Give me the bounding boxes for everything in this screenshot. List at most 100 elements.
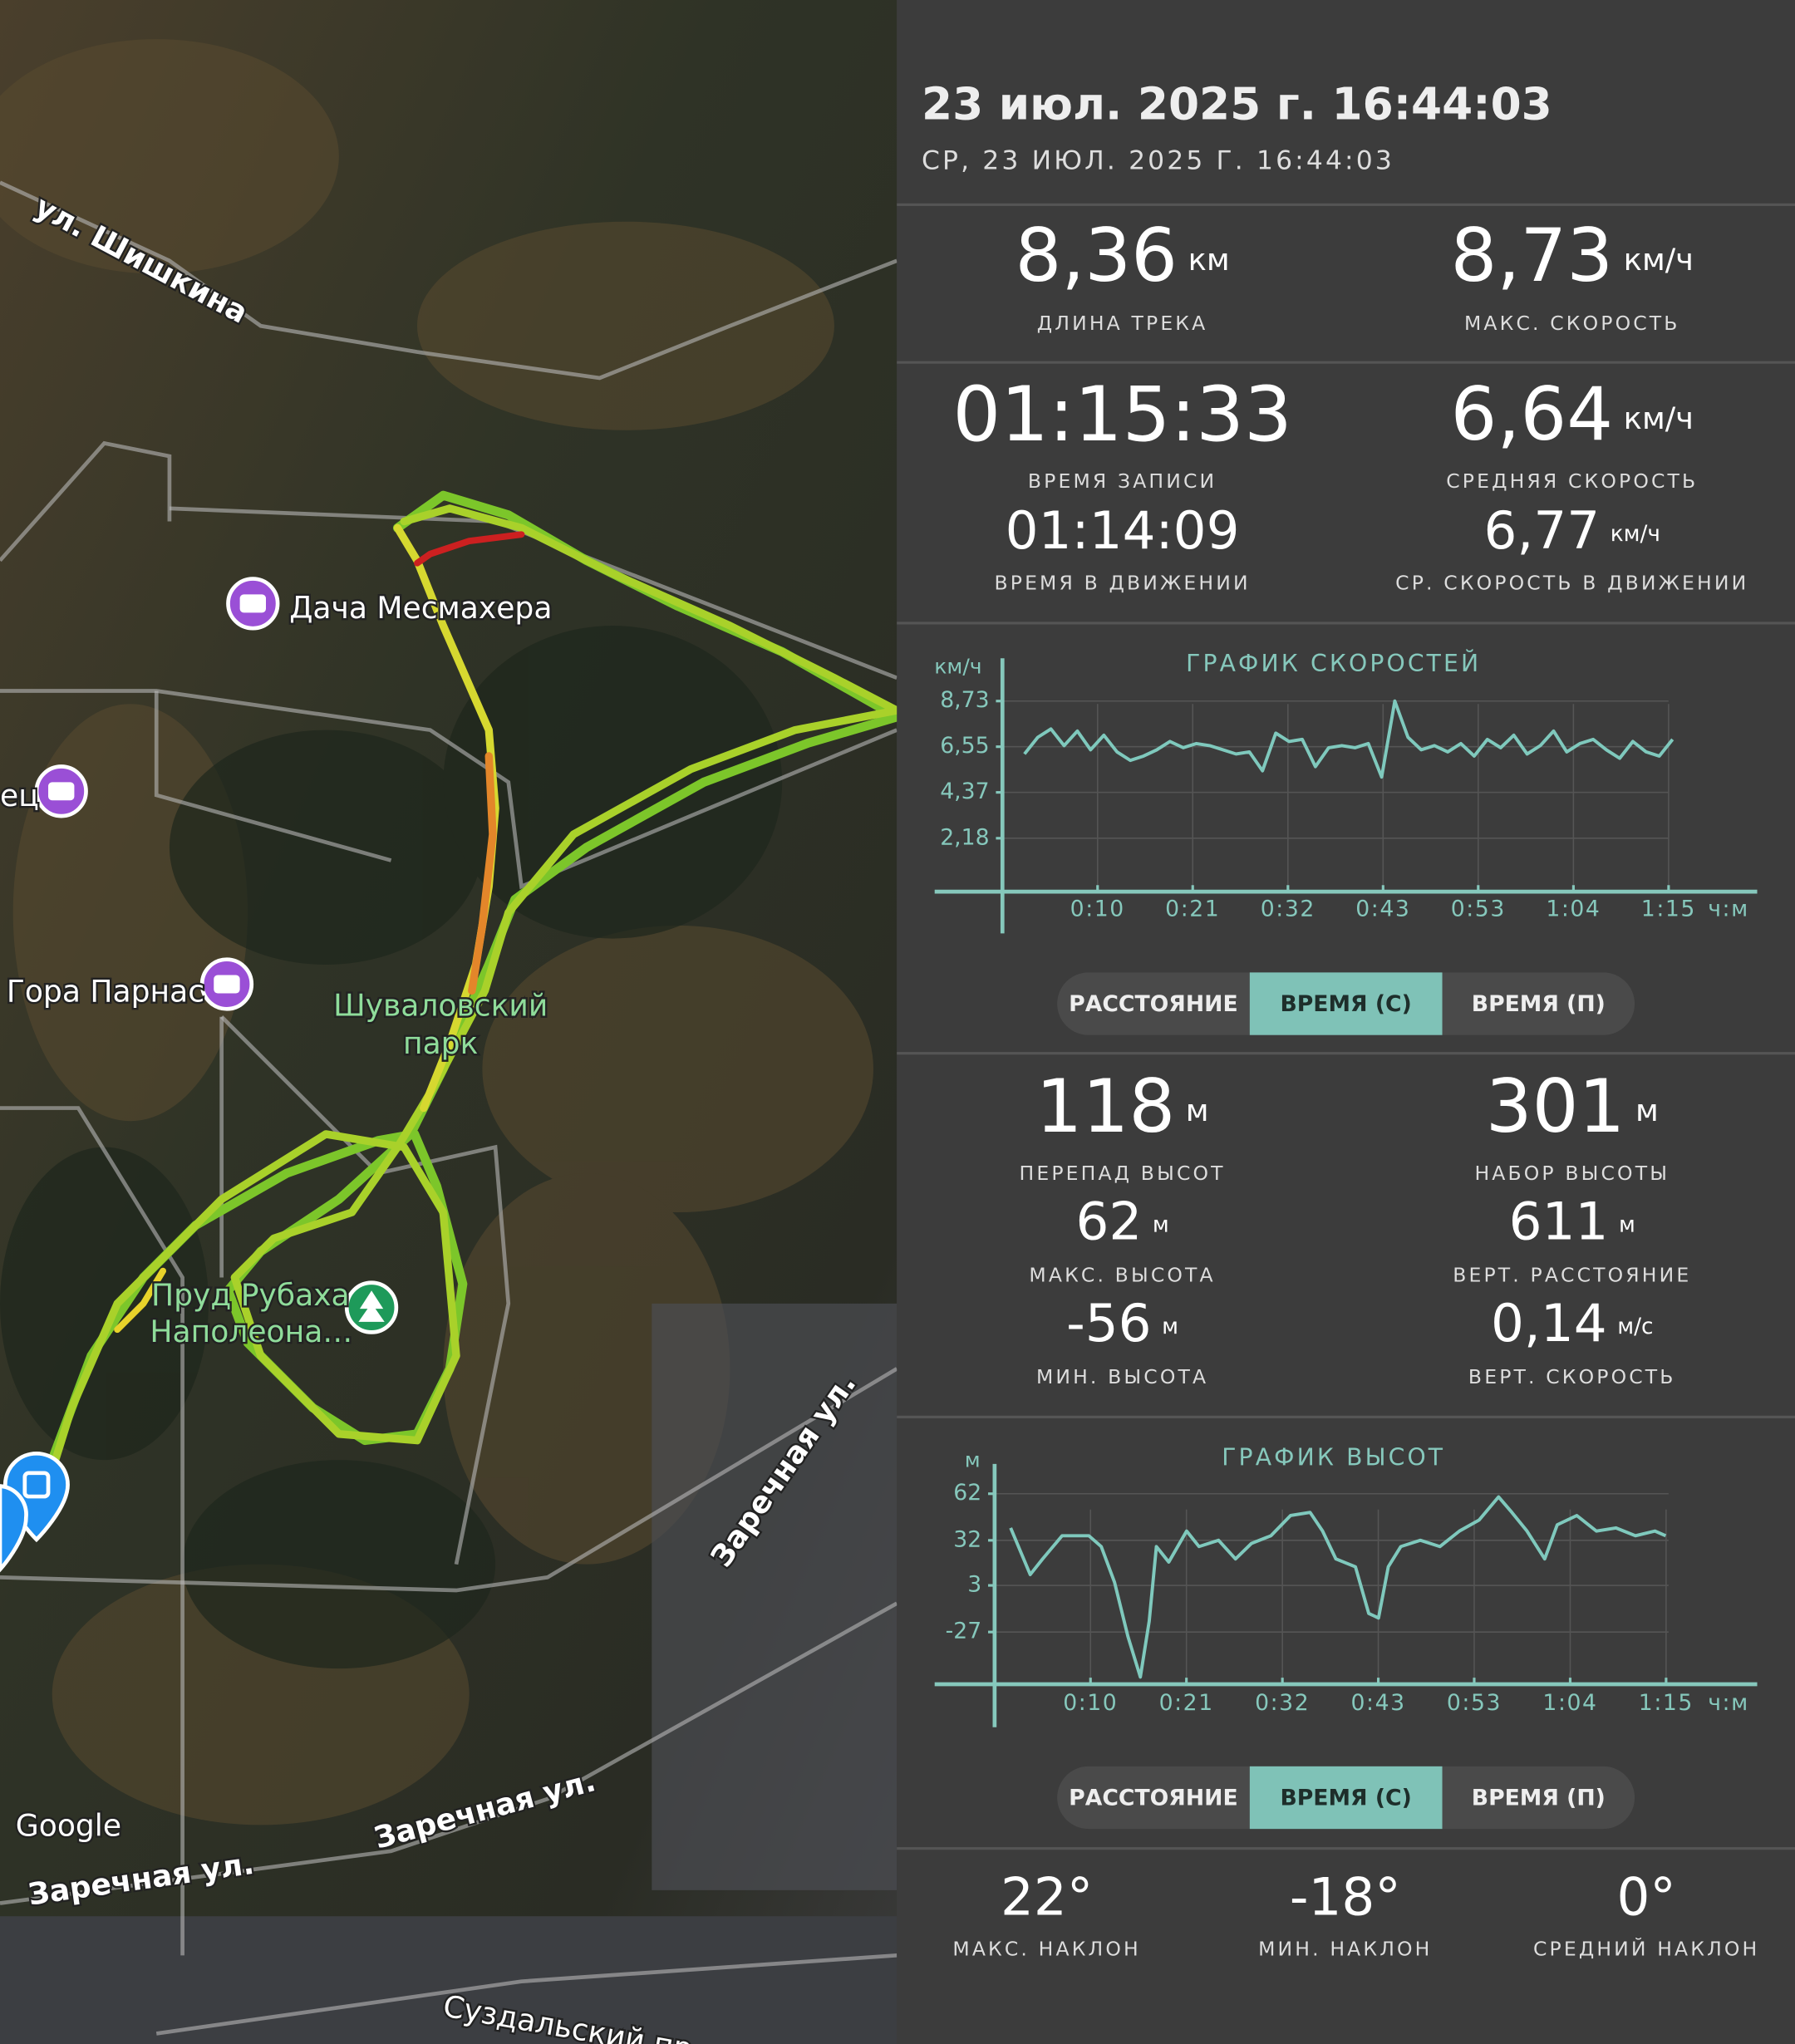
- camera-icon: [48, 782, 75, 801]
- toggle-button[interactable]: ВРЕМЯ (С): [1280, 991, 1411, 1017]
- stat-unit: км: [1188, 241, 1230, 277]
- stat-number: -18°: [1290, 1866, 1401, 1927]
- stat-number: 0,14: [1491, 1293, 1607, 1354]
- y-axis-label: м: [965, 1448, 981, 1472]
- map-label: Шуваловский: [333, 989, 548, 1024]
- stat-number: 8,73: [1451, 213, 1614, 298]
- stat-unit: м: [1186, 1093, 1209, 1128]
- stat-value: 8,73 км/ч: [1451, 213, 1694, 298]
- stat-unit: м: [1162, 1314, 1178, 1339]
- stat-label: НАБОР ВЫСОТЫ: [1474, 1162, 1670, 1185]
- y-tick-label: -27: [946, 1619, 982, 1644]
- stat-number: 0°: [1617, 1866, 1676, 1927]
- x-tick-label: 1:04: [1546, 897, 1601, 922]
- stat-label: МАКС. СКОРОСТЬ: [1464, 312, 1680, 335]
- toggle-button[interactable]: ВРЕМЯ (П): [1472, 991, 1606, 1017]
- y-tick-label: 8,73: [940, 687, 989, 713]
- stat-value: 0,14 м/с: [1491, 1293, 1653, 1354]
- stat-number: 6,64: [1451, 371, 1614, 457]
- stat-label: СРЕДНЯЯ СКОРОСТЬ: [1446, 469, 1698, 493]
- x-tick-label: 0:10: [1063, 1690, 1118, 1716]
- urban-area: [652, 1303, 898, 1890]
- toggle-button[interactable]: РАССТОЯНИЕ: [1069, 1786, 1237, 1811]
- stat-unit: км/ч: [1624, 400, 1694, 436]
- poi-pins[interactable]: [34, 577, 399, 1334]
- stat-value: 611 м: [1509, 1192, 1635, 1252]
- map-label: ец: [0, 779, 39, 813]
- map-label: Гора Парнас: [7, 974, 204, 1009]
- y-tick-label: 2,18: [940, 824, 989, 850]
- stat-value: 22°: [1001, 1866, 1093, 1927]
- start-marker[interactable]: [0, 1484, 28, 1573]
- chart-title: ГРАФИК ВЫСОТ: [1222, 1444, 1445, 1472]
- stat-unit: м: [1635, 1093, 1659, 1128]
- stat-value: -56 м: [1066, 1293, 1178, 1354]
- track-markers[interactable]: [0, 1451, 70, 1573]
- track: [21, 490, 902, 1531]
- y-tick-label: 32: [953, 1526, 981, 1552]
- stat-value: 0°: [1617, 1866, 1676, 1927]
- stat-label: ВЕРТ. СКОРОСТЬ: [1468, 1365, 1676, 1388]
- y-axis-label: км/ч: [934, 654, 981, 678]
- stat-value: -18°: [1290, 1866, 1401, 1927]
- stat-unit: м/с: [1617, 1314, 1653, 1339]
- x-tick-label: 0:21: [1165, 897, 1220, 922]
- x-axis-label: ч:м: [1708, 1690, 1749, 1716]
- x-tick-label: 0:43: [1351, 1690, 1406, 1716]
- data-line: [1023, 699, 1675, 779]
- toggle-button[interactable]: ВРЕМЯ (С): [1280, 1786, 1411, 1811]
- x-tick-label: 0:53: [1451, 897, 1506, 922]
- stat-number: 301: [1486, 1064, 1625, 1149]
- stat-value: 01:15:33: [952, 371, 1292, 459]
- x-tick-label: 1:04: [1542, 1690, 1597, 1716]
- stat-label: ДЛИНА ТРЕКА: [1037, 312, 1208, 335]
- roads: [0, 180, 898, 2036]
- y-tick-label: 6,55: [940, 733, 989, 759]
- map-label: Дача Месмахера: [289, 591, 552, 626]
- stat-label: ВРЕМЯ ЗАПИСИ: [1028, 469, 1217, 493]
- end-icon: [22, 1471, 51, 1499]
- stat-label: МИН. НАКЛОН: [1258, 1938, 1432, 1961]
- x-tick-label: 0:32: [1255, 1690, 1310, 1716]
- stat-label: СР. СКОРОСТЬ В ДВИЖЕНИИ: [1395, 571, 1748, 594]
- tree-icon: [358, 1290, 385, 1322]
- attribution: Google: [16, 1809, 121, 1844]
- stat-unit: м: [1619, 1212, 1635, 1237]
- rail-area: [0, 1916, 898, 2044]
- subtitle: СР, 23 ИЮЛ. 2025 Г. 16:44:03: [922, 146, 1394, 176]
- stat-value: 8,36 км: [1015, 213, 1229, 298]
- stat-value: 6,64 км/ч: [1451, 371, 1694, 457]
- map-label: парк: [403, 1026, 478, 1061]
- chart-title: ГРАФИК СКОРОСТЕЙ: [1186, 649, 1481, 677]
- stat-number: 6,77: [1484, 500, 1601, 561]
- stat-number: -56: [1066, 1293, 1151, 1354]
- toggle-active[interactable]: [1249, 972, 1443, 1035]
- camera-icon: [214, 975, 240, 994]
- stat-label: ВРЕМЯ В ДВИЖЕНИИ: [994, 571, 1250, 594]
- toggle-active[interactable]: [1249, 1766, 1443, 1830]
- forest-texture: [0, 626, 783, 1669]
- stat-value: 301 м: [1486, 1064, 1659, 1149]
- stat-unit: км/ч: [1624, 241, 1694, 277]
- stat-number: 62: [1075, 1192, 1142, 1252]
- toggle-button[interactable]: ВРЕМЯ (П): [1472, 1786, 1606, 1811]
- stat-number: 118: [1036, 1064, 1176, 1149]
- x-tick-label: 1:15: [1641, 897, 1696, 922]
- stat-value: 6,77 км/ч: [1484, 500, 1660, 561]
- data-line: [1009, 1495, 1667, 1679]
- map-label: Наполеона…: [150, 1314, 352, 1349]
- stat-label: ПЕРЕПАД ВЫСОТ: [1020, 1162, 1226, 1185]
- stat-number: 8,36: [1015, 213, 1178, 298]
- stat-label: МИН. ВЫСОТА: [1036, 1365, 1208, 1388]
- toggle-button[interactable]: РАССТОЯНИЕ: [1069, 991, 1237, 1017]
- y-tick-label: 3: [967, 1572, 981, 1598]
- stat-unit: км/ч: [1611, 522, 1660, 547]
- stat-label: МАКС. НАКЛОН: [952, 1938, 1140, 1961]
- separators: [897, 203, 1795, 1850]
- y-tick-label: 4,37: [940, 779, 989, 804]
- stat-number: 01:15:33: [952, 371, 1292, 459]
